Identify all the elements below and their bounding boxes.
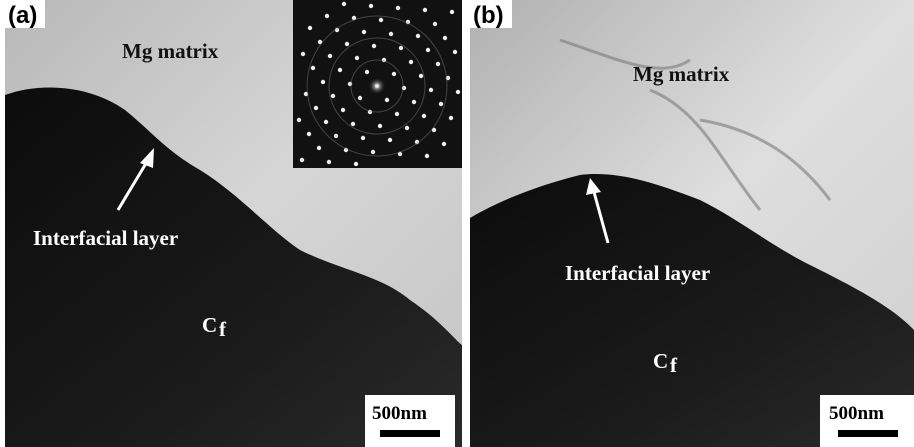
diffraction-spot [423, 8, 427, 12]
diffraction-spot [297, 118, 301, 122]
diffraction-spot [426, 48, 430, 52]
diffraction-spot [325, 14, 329, 18]
figure: (a) Mg matrix Interfacial layer C f 500n… [0, 0, 914, 447]
diffraction-spot [433, 22, 437, 26]
diffraction-spot [439, 102, 443, 106]
diffraction-spot [443, 36, 447, 40]
diffraction-spot [317, 146, 321, 150]
scale-bar [380, 430, 440, 437]
diffraction-spot [412, 100, 416, 104]
diffraction-spot [450, 10, 454, 14]
layer-label: Interfacial layer [33, 226, 178, 250]
diffraction-spot [355, 56, 359, 60]
diffraction-spot [372, 44, 376, 48]
diffraction-spot [338, 68, 342, 72]
diffraction-spot [334, 134, 338, 138]
panel-label: (a) [8, 2, 37, 29]
fiber-label: C [202, 313, 217, 337]
diffraction-spot [379, 18, 383, 22]
diffraction-spot [378, 124, 382, 128]
diffraction-spot [396, 6, 400, 10]
diffraction-spot [311, 66, 315, 70]
diffraction-spot [345, 42, 349, 46]
diffraction-spot [361, 136, 365, 140]
diffraction-spot [301, 52, 305, 56]
diffraction-spot [342, 2, 346, 6]
diffraction-spot [369, 4, 373, 8]
scale-text: 500nm [829, 403, 884, 424]
panel-label: (b) [473, 2, 504, 29]
diffraction-spot [341, 108, 345, 112]
diffraction-spot [327, 160, 331, 164]
diffraction-spot [425, 154, 429, 158]
diffraction-spot [392, 72, 396, 76]
diffraction-spot [351, 122, 355, 126]
diffraction-spot [436, 62, 440, 66]
diffraction-spot [429, 88, 433, 92]
diffraction-spot [331, 94, 335, 98]
diffraction-spot [354, 162, 358, 166]
diffraction-spot [456, 90, 460, 94]
diffraction-spot [388, 138, 392, 142]
diffraction-spot [328, 54, 332, 58]
diffraction-spot [389, 32, 393, 36]
diffraction-spot [409, 60, 413, 64]
diffraction-spot [405, 126, 409, 130]
diffraction-spot [416, 34, 420, 38]
panel-b: (b) Mg matrix Interfacial layer C f 500n… [470, 0, 914, 447]
diffraction-spot [307, 132, 311, 136]
diffraction-spot [371, 150, 375, 154]
fiber-label: C [653, 349, 668, 373]
scale-bar [838, 430, 898, 437]
diffraction-spot [308, 26, 312, 30]
diffraction-spot [324, 120, 328, 124]
diffraction-spot [453, 50, 457, 54]
panel-a: (a) Mg matrix Interfacial layer C f 500n… [5, 0, 462, 447]
scale-text: 500nm [372, 403, 427, 424]
diffraction-spot [362, 30, 366, 34]
diffraction-spot [314, 106, 318, 110]
diffraction-spot [395, 112, 399, 116]
fiber-subscript: f [219, 317, 227, 341]
layer-label: Interfacial layer [565, 261, 710, 285]
diffraction-spot [449, 116, 453, 120]
fiber-subscript: f [670, 353, 678, 377]
diffraction-spot [368, 77, 386, 95]
diffraction-spot [399, 46, 403, 50]
diffraction-spot [385, 98, 389, 102]
diffraction-spot [419, 74, 423, 78]
diffraction-spot [300, 158, 304, 162]
diffraction-spot [442, 142, 446, 146]
diffraction-spot [358, 96, 362, 100]
matrix-label: Mg matrix [122, 39, 219, 63]
matrix-label: Mg matrix [633, 62, 730, 86]
diffraction-spot [365, 70, 369, 74]
diffraction-spot [321, 80, 325, 84]
diffraction-spot [422, 114, 426, 118]
